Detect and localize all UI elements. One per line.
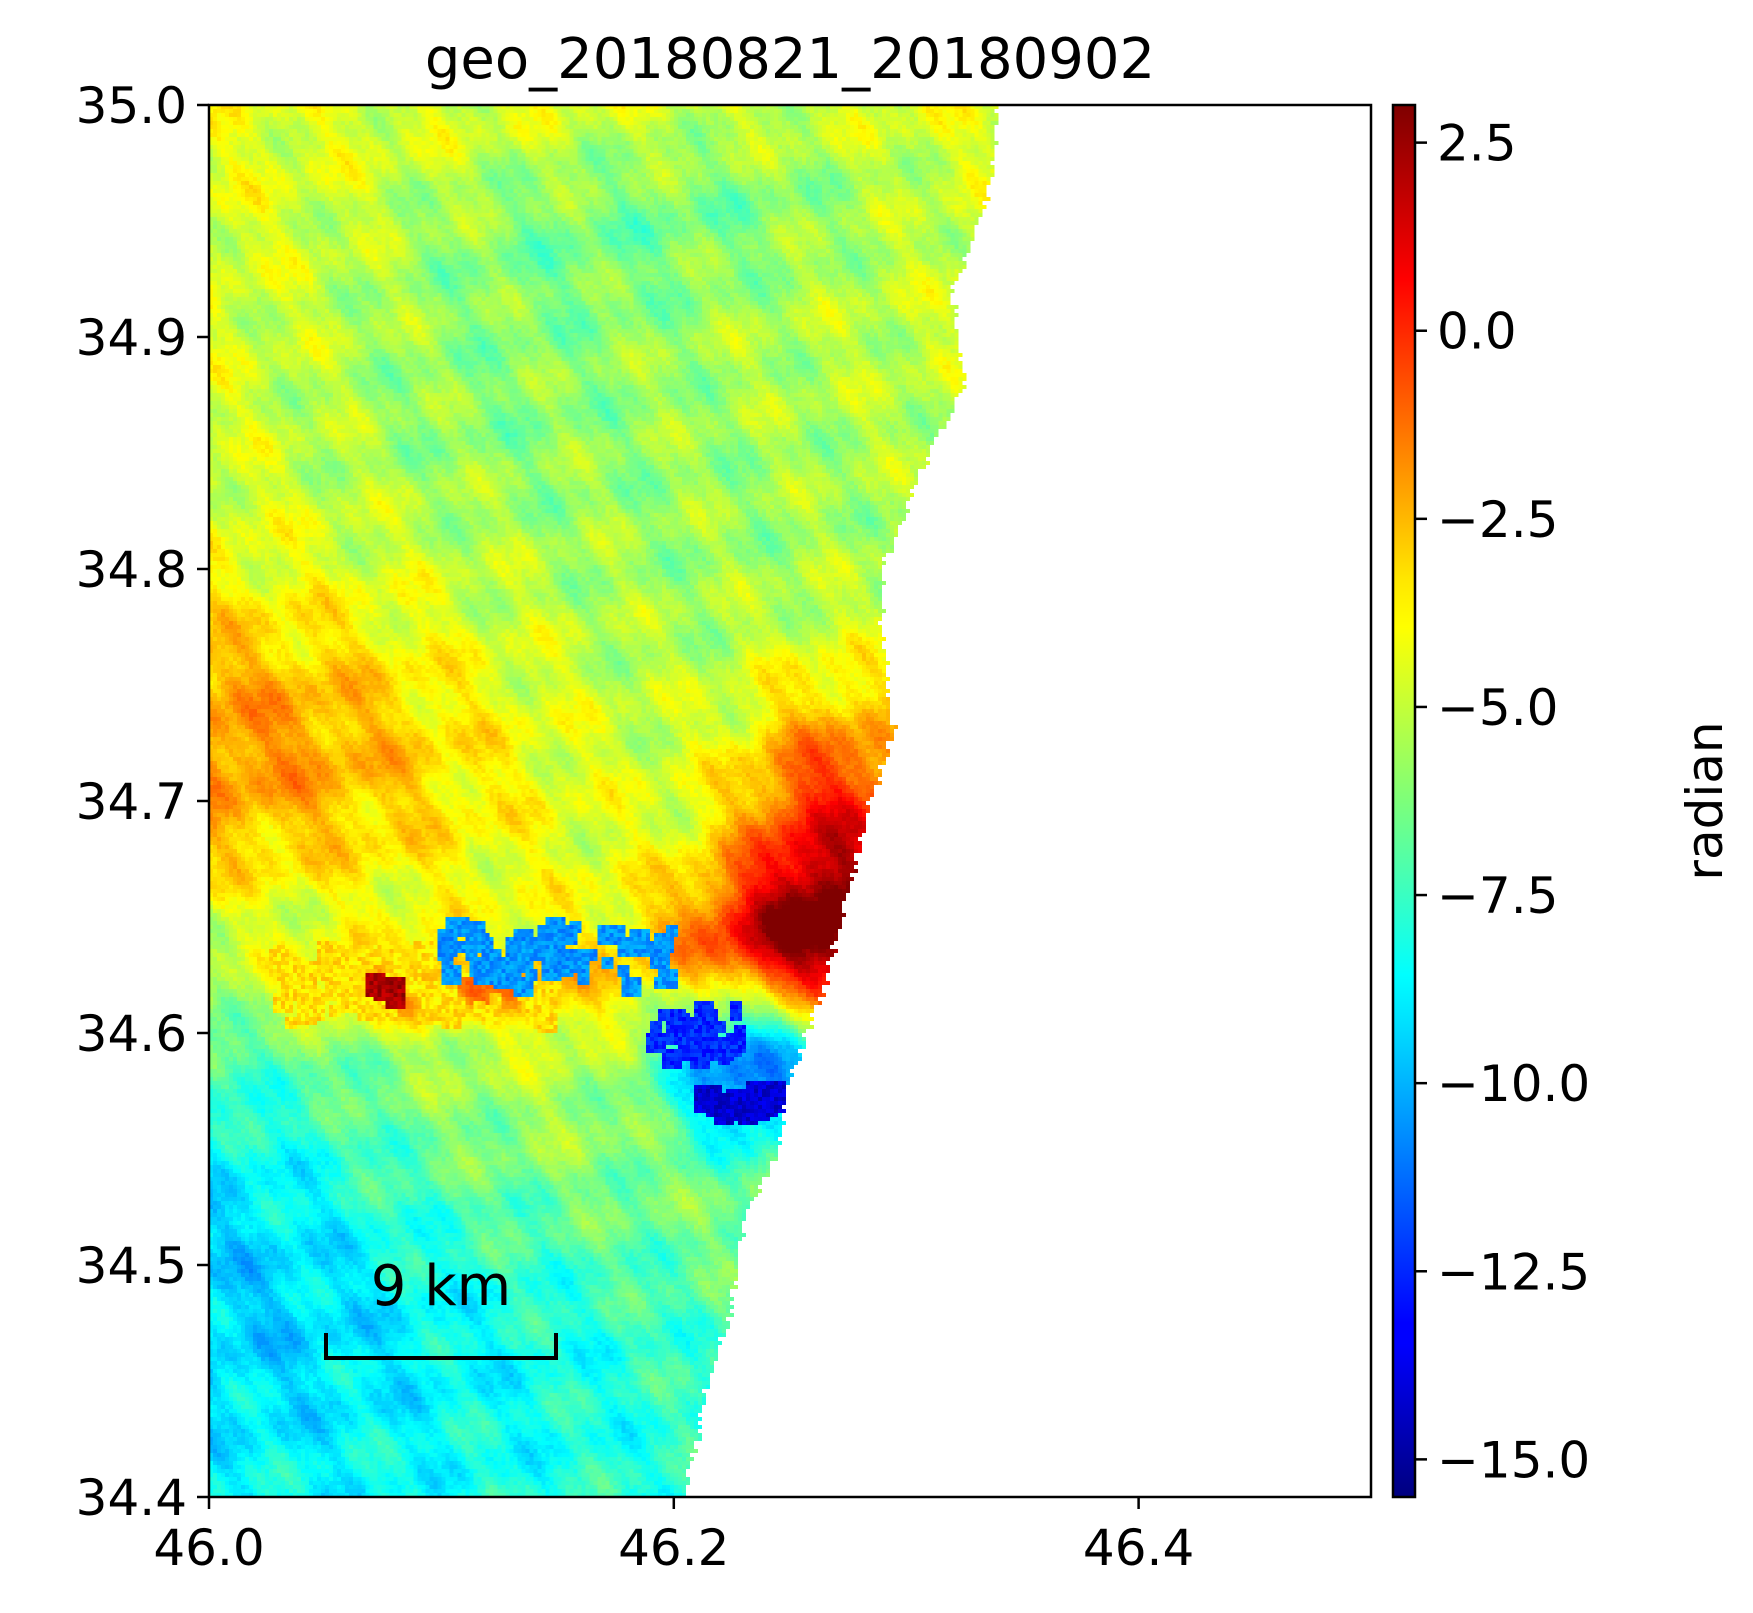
colorbar-tick-label: −10.0 bbox=[1437, 1055, 1590, 1113]
plot-area bbox=[209, 105, 1371, 1497]
y-tick-label: 34.4 bbox=[76, 1469, 187, 1527]
y-axis: 34.4 34.5 34.6 34.7 34.8 34.9 35.0 bbox=[76, 77, 209, 1527]
x-tick-label: 46.4 bbox=[1083, 1519, 1194, 1577]
scale-bar-line bbox=[324, 1333, 558, 1360]
y-tick-label: 34.9 bbox=[76, 309, 187, 367]
colorbar-frame bbox=[1391, 103, 1417, 1499]
colorbar-tick-label: 2.5 bbox=[1437, 115, 1517, 173]
colorbar-gradient bbox=[1393, 105, 1415, 1497]
colorbar-tick-label: −5.0 bbox=[1437, 679, 1558, 737]
y-tick-label: 34.7 bbox=[76, 773, 187, 831]
y-tick-label: 34.6 bbox=[76, 1005, 187, 1063]
x-tick-label: 46.2 bbox=[618, 1519, 729, 1577]
phase-heatmap bbox=[209, 105, 1371, 1497]
colorbar-label: radian bbox=[1676, 721, 1734, 880]
colorbar: 2.5 0.0 −2.5 −5.0 −7.5 −10.0 −12.5 −15.0 radian bbox=[1391, 103, 1734, 1499]
colorbar-tick-label: −15.0 bbox=[1437, 1431, 1590, 1489]
colorbar-ticks: 2.5 0.0 −2.5 −5.0 −7.5 −10.0 −12.5 −15.0 bbox=[1415, 115, 1590, 1489]
scale-bar-label: 9 km bbox=[371, 1254, 511, 1319]
scale-bar: 9 km bbox=[324, 1254, 558, 1360]
colorbar-tick-label: −12.5 bbox=[1437, 1243, 1590, 1301]
y-tick-label: 35.0 bbox=[76, 77, 187, 135]
y-tick-label: 34.8 bbox=[76, 541, 187, 599]
x-axis: 46.0 46.2 46.4 bbox=[153, 1497, 1194, 1577]
colorbar-tick-label: 0.0 bbox=[1437, 303, 1517, 361]
x-tick-label: 46.0 bbox=[153, 1519, 264, 1577]
chart-title: geo_20180821_20180902 bbox=[425, 27, 1155, 92]
colorbar-tick-label: −2.5 bbox=[1437, 491, 1558, 549]
colorbar-tick-label: −7.5 bbox=[1437, 867, 1558, 925]
y-tick-label: 34.5 bbox=[76, 1237, 187, 1295]
